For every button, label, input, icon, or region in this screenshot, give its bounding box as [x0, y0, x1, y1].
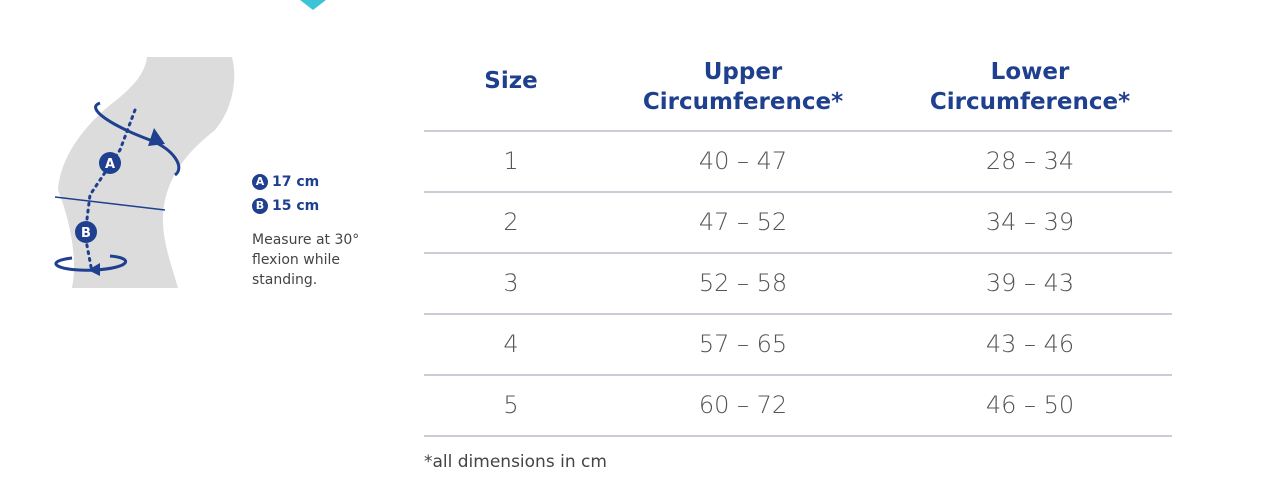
legend-b: B 15 cm [252, 198, 319, 214]
table-cell: 43 – 46 [985, 330, 1075, 358]
table-cell: 28 – 34 [985, 147, 1075, 175]
legend-value: 15 cm [272, 198, 320, 214]
table-cell: 57 – 65 [698, 330, 788, 358]
leg [58, 57, 235, 288]
footnote: *all dimensions in cm [424, 452, 607, 472]
row-rule [424, 252, 1172, 254]
table-cell: 39 – 43 [985, 269, 1075, 297]
arrow-b-head [88, 263, 100, 276]
badge-b [75, 221, 97, 243]
row-rule [424, 435, 1172, 437]
badge-a [99, 152, 121, 174]
legend-value: 17 cm [272, 174, 320, 190]
column-header: Lower Circumference* [929, 59, 1131, 115]
pointer [300, 0, 326, 10]
knee-illustration: A B [54, 0, 326, 288]
table-cell: 1 [503, 147, 519, 175]
legend-badge: A [252, 174, 268, 190]
badge-b-letter: B [81, 226, 91, 241]
table-cell: 46 – 50 [985, 391, 1075, 419]
joint-line [54, 196, 166, 211]
table-cell: 60 – 72 [698, 391, 788, 419]
arrow-a [94, 101, 181, 177]
table-cell: 34 – 39 [985, 208, 1075, 236]
table-cell: 4 [503, 330, 519, 358]
note: Measure at 30° flexion while standing. [252, 232, 360, 288]
legend-a: A 17 cm [252, 174, 319, 190]
measure-line [83, 108, 137, 274]
column-header: Upper Circumference* [642, 59, 844, 115]
row-rule [424, 313, 1172, 315]
column-header: Size [484, 68, 538, 94]
row-rule [424, 191, 1172, 193]
table-cell: 3 [503, 269, 519, 297]
table-cell: 2 [503, 208, 519, 236]
table-cell: 52 – 58 [698, 269, 788, 297]
table-cell: 40 – 47 [698, 147, 788, 175]
badge-a-letter: A [105, 157, 115, 172]
arrow-a-head [148, 128, 165, 146]
table-cell: 5 [503, 391, 519, 419]
row-rule [424, 130, 1172, 132]
table-cell: 47 – 52 [698, 208, 788, 236]
row-rule [424, 374, 1172, 376]
legend-badge: B [252, 198, 268, 214]
